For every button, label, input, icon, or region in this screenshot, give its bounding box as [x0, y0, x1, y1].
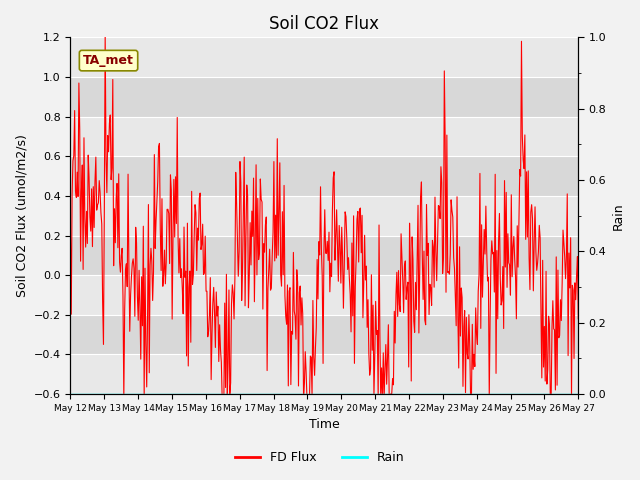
Bar — [70, 117, 579, 156]
Rain — [575, 391, 582, 397]
Text: TA_met: TA_met — [83, 54, 134, 67]
Bar — [70, 275, 579, 315]
FD Flux — [451, 266, 458, 272]
Bar — [70, 236, 579, 275]
FD Flux — [575, 316, 582, 322]
FD Flux — [158, 196, 166, 202]
X-axis label: Time: Time — [309, 419, 340, 432]
Bar — [70, 77, 579, 117]
FD Flux — [101, 31, 109, 36]
Rain — [406, 391, 413, 397]
Rain — [296, 391, 304, 397]
Bar — [70, 156, 579, 196]
Title: Soil CO2 Flux: Soil CO2 Flux — [269, 15, 380, 33]
FD Flux — [408, 378, 415, 384]
Bar — [70, 37, 579, 77]
Rain — [67, 391, 74, 397]
FD Flux — [199, 221, 207, 227]
FD Flux — [67, 230, 74, 236]
Bar — [70, 315, 579, 354]
Y-axis label: Soil CO2 Flux (umol/m2/s): Soil CO2 Flux (umol/m2/s) — [15, 134, 28, 297]
Y-axis label: Rain: Rain — [612, 202, 625, 229]
Line: FD Flux: FD Flux — [70, 34, 579, 398]
Rain — [197, 391, 205, 397]
Rain — [449, 391, 456, 397]
Legend: FD Flux, Rain: FD Flux, Rain — [230, 446, 410, 469]
FD Flux — [298, 295, 306, 300]
Rain — [156, 391, 164, 397]
Bar — [70, 354, 579, 394]
FD Flux — [140, 395, 148, 401]
Bar — [70, 196, 579, 236]
Rain — [366, 391, 374, 397]
FD Flux — [367, 272, 375, 277]
